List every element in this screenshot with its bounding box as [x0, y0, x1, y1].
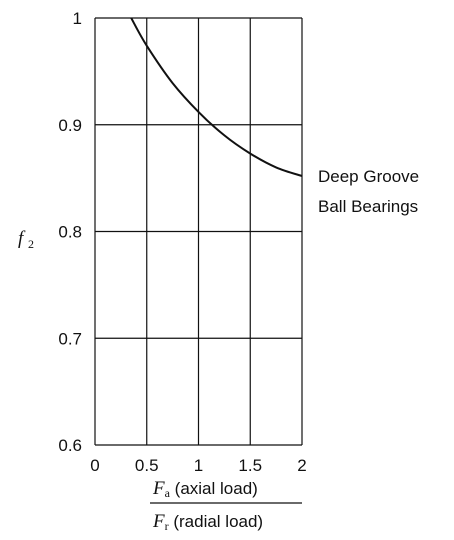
- series-label-line-2: Ball Bearings: [318, 197, 418, 216]
- x-axis-label: Fa (axial load) Fr (radial load): [150, 478, 302, 533]
- y-axis-label-symbol: f: [18, 228, 26, 249]
- series-line-deep-groove-ball-bearings: [130, 17, 303, 177]
- series-label-line-1: Deep Groove: [318, 167, 419, 186]
- y-axis-label-subscript: 2: [28, 237, 34, 251]
- x-tick-labels: 0 0.5 1 1.5 2: [90, 456, 306, 475]
- x-tick-label: 1: [194, 456, 203, 475]
- y-tick-labels: 0.6 0.7 0.8 0.9 1: [58, 9, 82, 455]
- y-tick-label: 0.7: [58, 329, 82, 348]
- y-tick-label: 0.8: [58, 223, 82, 242]
- grid: [94, 17, 303, 446]
- y-tick-label: 1: [73, 9, 82, 28]
- x-tick-label: 0: [90, 456, 99, 475]
- y-axis-label: f 2: [18, 228, 34, 251]
- x-axis-label-denominator: Fr (radial load): [152, 511, 263, 533]
- x-tick-label: 1.5: [238, 456, 262, 475]
- y-tick-label: 0.6: [58, 436, 82, 455]
- x-tick-label: 2: [297, 456, 306, 475]
- x-tick-label: 0.5: [135, 456, 159, 475]
- x-axis-label-numerator: Fa (axial load): [152, 478, 258, 500]
- y-tick-label: 0.9: [58, 116, 82, 135]
